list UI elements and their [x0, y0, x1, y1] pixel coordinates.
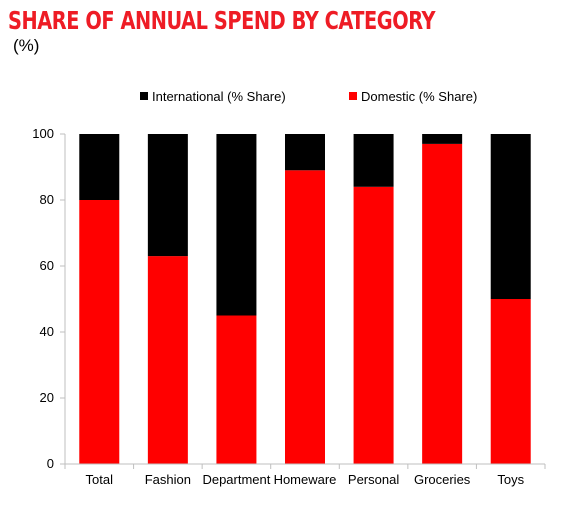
bar-international-personal [353, 134, 394, 187]
bar-international-department [216, 134, 257, 316]
bar-international-groceries [422, 134, 463, 144]
legend-swatch-domestic [349, 92, 357, 100]
bar-domestic-total [79, 200, 120, 464]
x-tick-label-toys: Toys [497, 472, 524, 487]
x-tick-label-personal: Personal [348, 472, 399, 487]
y-tick-label-20: 20 [40, 390, 54, 405]
bar-domestic-groceries [422, 143, 463, 464]
y-tick-label-0: 0 [47, 456, 54, 471]
bar-international-total [79, 134, 120, 200]
bar-international-toys [490, 134, 531, 299]
legend-label-domestic: Domestic (% Share) [361, 89, 477, 104]
y-tick-label-100: 100 [32, 126, 54, 141]
chart-title: SHARE OF ANNUAL SPEND BY CATEGORY [8, 6, 436, 35]
legend: International (% Share) Domestic (% Shar… [140, 89, 477, 104]
chart-subtitle: (%) [13, 36, 40, 55]
bar-international-fashion [147, 134, 188, 257]
bar-domestic-department [216, 315, 257, 464]
bar-international-homeware [285, 134, 325, 171]
x-tick-label-groceries: Groceries [414, 472, 471, 487]
legend-label-international: International (% Share) [152, 89, 286, 104]
bar-domestic-fashion [147, 256, 188, 464]
x-tick-label-department: Department [202, 472, 270, 487]
bar-domestic-personal [353, 186, 394, 465]
y-tick-label-40: 40 [40, 324, 54, 339]
legend-swatch-international [140, 92, 148, 100]
x-tick-label-total: Total [86, 472, 114, 487]
x-tick-label-homeware: Homeware [274, 472, 337, 487]
y-tick-label-60: 60 [40, 258, 54, 273]
y-tick-label-80: 80 [40, 192, 54, 207]
x-tick-label-fashion: Fashion [145, 472, 191, 487]
bar-domestic-toys [490, 299, 531, 464]
bar-domestic-homeware [285, 170, 325, 465]
